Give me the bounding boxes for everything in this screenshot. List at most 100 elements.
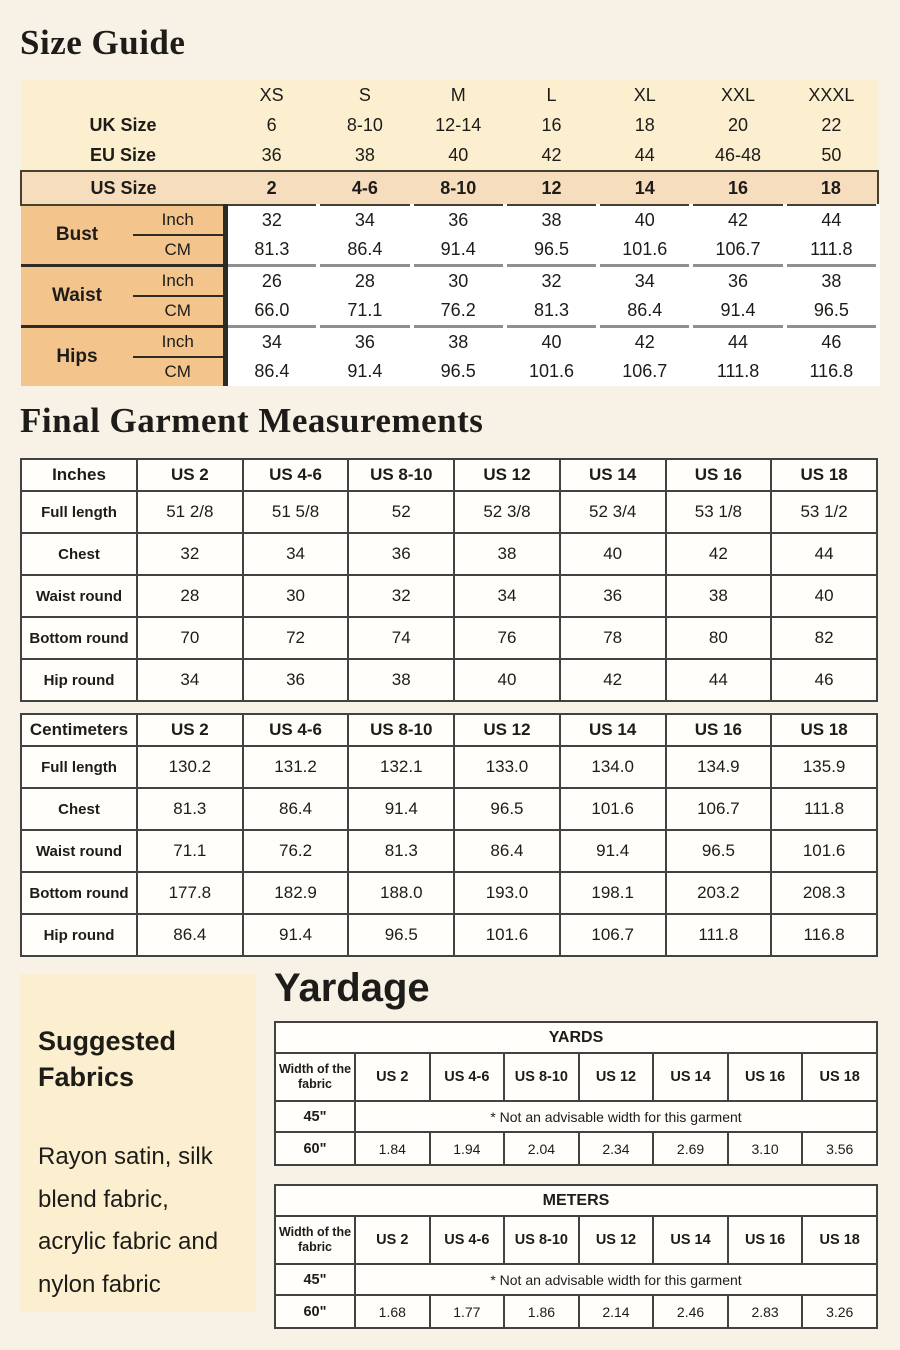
table-row: Bottom round 177.8 182.9 188.0 193.0 198… bbox=[20, 871, 878, 915]
waist-cm-row: CM 66.0 71.1 76.2 81.3 86.4 91.4 96.5 bbox=[21, 296, 881, 327]
cell: 2 bbox=[225, 170, 319, 206]
row-label: Chest bbox=[20, 787, 138, 831]
header-row: Width of the fabric US 2 US 4-6 US 8-10 … bbox=[274, 1052, 878, 1102]
header-row: Width of the fabric US 2 US 4-6 US 8-10 … bbox=[274, 1215, 878, 1265]
size-col-header: L bbox=[504, 80, 599, 110]
cell: 106.7 bbox=[596, 357, 694, 386]
row-label: Chest bbox=[20, 532, 138, 576]
row-label: Hip round bbox=[20, 658, 138, 702]
col-header: US 2 bbox=[136, 458, 244, 492]
cell: 42 bbox=[504, 140, 599, 171]
cell: 44 bbox=[689, 325, 787, 357]
row-label: 60" bbox=[274, 1294, 356, 1329]
cell: 36 bbox=[409, 205, 507, 235]
cell: 51 5/8 bbox=[241, 490, 350, 534]
cell: 46-48 bbox=[691, 140, 785, 171]
yardage-title: Yardage bbox=[274, 966, 430, 1010]
cell: 135.9 bbox=[770, 745, 878, 789]
size-col-header: XL bbox=[598, 80, 692, 110]
row-label: UK Size bbox=[21, 110, 225, 140]
col-header: US 18 bbox=[801, 1215, 878, 1265]
cell: 86.4 bbox=[136, 913, 244, 957]
table-row: Hip round 86.4 91.4 96.5 101.6 106.7 111… bbox=[20, 913, 878, 957]
cell: 46 bbox=[782, 325, 881, 357]
cell: 86.4 bbox=[596, 296, 694, 327]
cell: 2.04 bbox=[503, 1131, 580, 1166]
cell: 116.8 bbox=[770, 913, 878, 957]
garment-inches-table: Inches US 2 US 4-6 US 8-10 US 12 US 14 U… bbox=[20, 458, 878, 702]
cell: 91.4 bbox=[347, 787, 456, 831]
cell: 78 bbox=[558, 616, 667, 660]
col-header: US 12 bbox=[577, 1052, 655, 1102]
cell: 42 bbox=[689, 205, 787, 235]
col-header: US 14 bbox=[652, 1215, 729, 1265]
unit-header: YARDS bbox=[274, 1021, 878, 1054]
unit-corner: Centimeters bbox=[20, 713, 138, 747]
cell: 30 bbox=[409, 264, 507, 296]
cell: 101.6 bbox=[770, 829, 878, 873]
table-row: Bottom round 70 72 74 76 78 80 82 bbox=[20, 616, 878, 660]
width-45-row: 45" * Not an advisable width for this ga… bbox=[274, 1100, 878, 1133]
cell: 3.56 bbox=[801, 1131, 878, 1166]
col-header: US 4-6 bbox=[428, 1215, 506, 1265]
size-col-header: S bbox=[318, 80, 412, 110]
cell: 134.0 bbox=[558, 745, 667, 789]
cell: 198.1 bbox=[558, 871, 667, 915]
cell: 34 bbox=[222, 325, 321, 357]
cell: 44 bbox=[598, 140, 692, 171]
cell: 96.5 bbox=[502, 235, 601, 266]
table-row: Waist round 28 30 32 34 36 38 40 bbox=[20, 574, 878, 618]
cell: 38 bbox=[347, 658, 456, 702]
cell: 32 bbox=[502, 264, 601, 296]
col-header: US 8-10 bbox=[347, 713, 456, 747]
cell: 66.0 bbox=[222, 296, 321, 327]
row-label: 60" bbox=[274, 1131, 356, 1166]
cell: 34 bbox=[136, 658, 244, 702]
cell: 1.94 bbox=[428, 1131, 506, 1166]
yards-table: YARDS Width of the fabric US 2 US 4-6 US… bbox=[274, 1021, 878, 1166]
bust-inch-row: Bust Inch 32 34 36 38 40 42 44 bbox=[21, 205, 881, 266]
cell: 91.4 bbox=[558, 829, 667, 873]
width-of-fabric-label: Width of the fabric bbox=[274, 1215, 356, 1265]
cell: 1.77 bbox=[428, 1294, 506, 1329]
cell: 96.5 bbox=[347, 913, 456, 957]
cell: 96.5 bbox=[453, 787, 561, 831]
col-header: US 18 bbox=[801, 1052, 878, 1102]
col-header: US 12 bbox=[453, 713, 561, 747]
unit-label: CM bbox=[133, 357, 228, 386]
cell: 52 3/8 bbox=[453, 490, 561, 534]
note-cell: * Not an advisable width for this garmen… bbox=[354, 1263, 878, 1296]
cell: 12-14 bbox=[411, 110, 505, 140]
table-row: Waist round 71.1 76.2 81.3 86.4 91.4 96.… bbox=[20, 829, 878, 873]
width-45-row: 45" * Not an advisable width for this ga… bbox=[274, 1263, 878, 1296]
col-header: US 12 bbox=[577, 1215, 655, 1265]
header-row: Centimeters US 2 US 4-6 US 8-10 US 12 US… bbox=[20, 713, 878, 747]
cell: 40 bbox=[502, 325, 601, 357]
cell: 38 bbox=[409, 325, 507, 357]
cell: 134.9 bbox=[664, 745, 773, 789]
col-header: US 12 bbox=[453, 458, 561, 492]
table-row: Chest 32 34 36 38 40 42 44 bbox=[20, 532, 878, 576]
cell: 101.6 bbox=[558, 787, 667, 831]
cell: 52 bbox=[347, 490, 456, 534]
cell: 30 bbox=[241, 574, 350, 618]
unit-header: METERS bbox=[274, 1184, 878, 1217]
cell: 1.84 bbox=[354, 1131, 431, 1166]
cell: 101.6 bbox=[453, 913, 561, 957]
cell: 81.3 bbox=[136, 787, 244, 831]
row-label: 45" bbox=[274, 1263, 356, 1296]
cell: 38 bbox=[502, 205, 601, 235]
cell: 111.8 bbox=[689, 357, 787, 386]
corner-blank bbox=[21, 80, 225, 110]
cell: 20 bbox=[691, 110, 785, 140]
cell: 188.0 bbox=[347, 871, 456, 915]
category-label: Bust bbox=[21, 205, 133, 266]
cell: 28 bbox=[316, 264, 414, 296]
cell: 76 bbox=[453, 616, 561, 660]
size-col-header: XS bbox=[225, 80, 319, 110]
cell: 34 bbox=[316, 205, 414, 235]
cell: 101.6 bbox=[596, 235, 694, 266]
col-header: US 18 bbox=[770, 458, 878, 492]
cell: 38 bbox=[664, 574, 773, 618]
unit-label: CM bbox=[133, 235, 228, 266]
